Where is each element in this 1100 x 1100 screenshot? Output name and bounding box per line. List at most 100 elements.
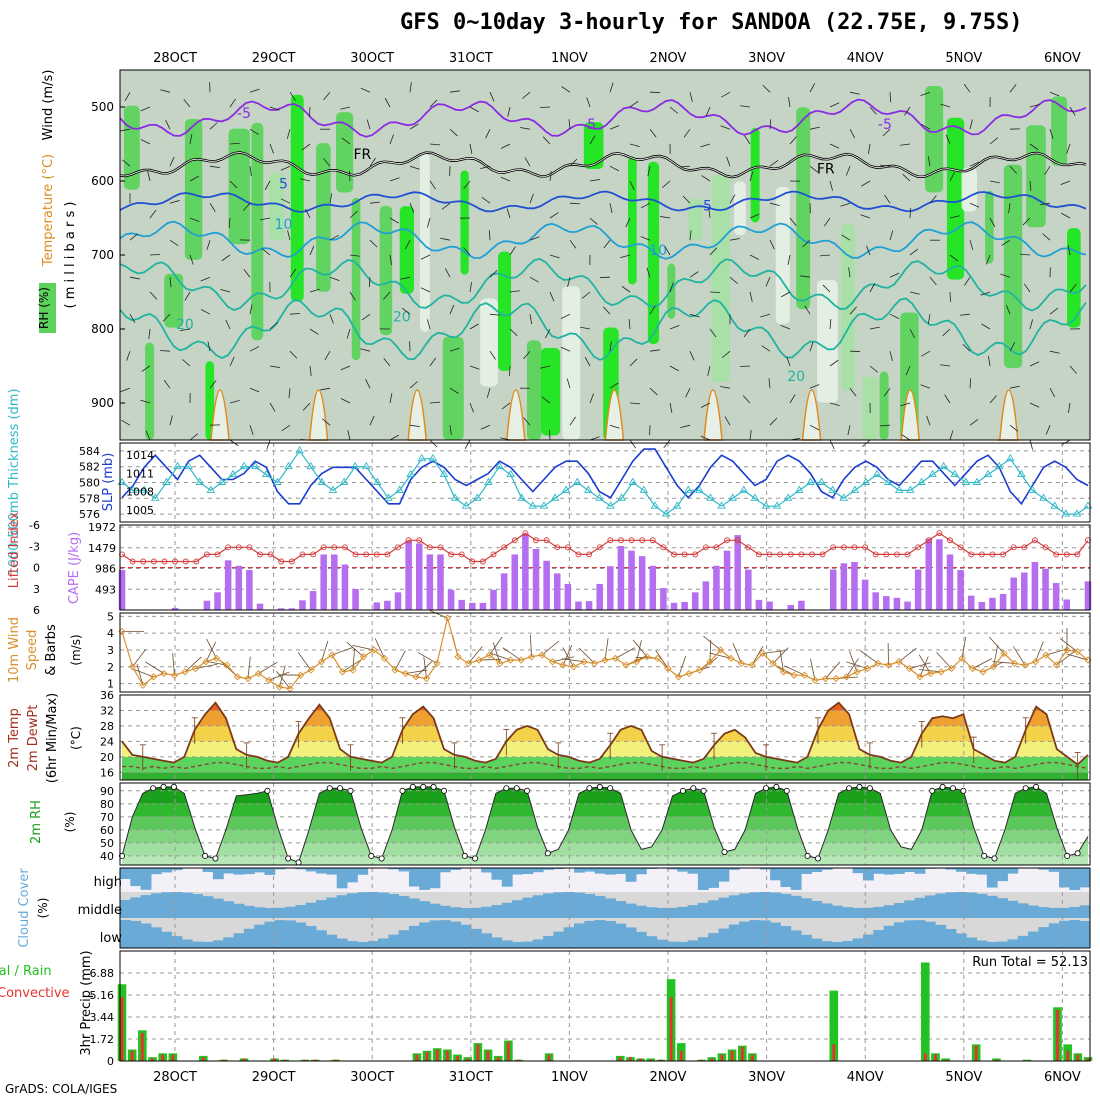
rh-band — [122, 786, 1088, 791]
thickness-point — [1017, 469, 1026, 478]
y-tick-label-rh: 40 — [100, 850, 114, 863]
wind-barb — [389, 134, 394, 145]
wind-barb — [420, 287, 431, 293]
cloud-high-bar — [1069, 868, 1081, 890]
wind-speed-point — [653, 654, 662, 663]
wind-barb — [349, 170, 351, 182]
wind-barb — [269, 402, 276, 412]
wind-barb — [901, 434, 911, 441]
x-tick-label-top: 31OCT — [449, 51, 493, 66]
surface-warm-contour — [604, 389, 625, 441]
wind-barb — [589, 436, 600, 441]
wind-barb — [829, 359, 839, 367]
li-point — [1074, 551, 1081, 558]
wind-barb-10m — [145, 661, 165, 674]
li-point — [310, 551, 317, 558]
wind-barb — [404, 240, 411, 250]
wind-speed-point — [170, 671, 179, 679]
precip-convective-bar — [140, 1032, 144, 1061]
wind-barb — [683, 128, 691, 138]
cape-bar — [564, 583, 572, 610]
wind-barb — [1005, 304, 1011, 315]
cloud-low-bar — [646, 936, 658, 948]
precip-convective-bar — [273, 1058, 276, 1061]
wind-speed-point — [916, 673, 924, 681]
chart-title: GFS 0~10day 3-hourly for SANDOA (22.75E,… — [400, 10, 1023, 35]
cape-bar — [755, 599, 763, 610]
y-tick-label-cape: 986 — [95, 563, 116, 576]
wind-barb — [909, 207, 911, 219]
rh-point — [119, 852, 126, 859]
wind-barb — [889, 230, 894, 241]
y-axis-label-cloud: Cloud Cover — [17, 868, 32, 948]
rh-shade-patch — [251, 122, 264, 341]
cloud-middle-bar — [357, 892, 369, 918]
wind-speed-point — [611, 654, 620, 663]
cloud-middle-bar — [130, 897, 142, 918]
rh-shade-patch — [419, 153, 430, 332]
wind-barb — [389, 177, 400, 182]
wind-barb — [1045, 425, 1051, 435]
precip-convective-bar — [313, 1059, 317, 1061]
wind-barb — [289, 350, 298, 359]
wind-barb — [625, 217, 631, 228]
thickness-point — [361, 461, 371, 470]
thickness-point — [473, 493, 482, 501]
wind-barb — [682, 195, 691, 204]
wind-barb — [427, 319, 431, 330]
cape-bar — [861, 579, 869, 610]
precip-convective-bar — [415, 1054, 419, 1061]
surface-warm-contour — [801, 389, 822, 441]
y-axis-label-precip-units: 3hr Precip (mm) — [79, 950, 94, 1055]
cloud-high-bar — [780, 868, 792, 888]
wind-speed-point — [979, 668, 987, 676]
cloud-high-bar — [130, 868, 142, 887]
wind-barb — [685, 388, 691, 398]
li-point — [235, 544, 242, 551]
cloud-low-bar — [625, 927, 637, 948]
y-tick-label-li: 6 — [33, 604, 40, 617]
rh-shade-patch — [775, 186, 790, 325]
wind-barb — [507, 106, 511, 117]
y-tick-label-li: 3 — [33, 583, 40, 596]
wind-barb — [384, 98, 391, 108]
wind-barb — [169, 415, 173, 426]
wind-speed-point — [401, 669, 410, 678]
wind-barb-10m — [529, 634, 532, 657]
y-axis-label-thickness: 1000-500mb Thickness (dm) — [7, 388, 22, 575]
thickness-point — [273, 477, 282, 485]
wind-barb — [1009, 385, 1020, 389]
cloud-low-bar — [563, 927, 575, 948]
wind-barb — [1060, 180, 1071, 185]
li-point — [1063, 551, 1070, 558]
cloud-low-bar — [326, 934, 338, 948]
wind-speed-point — [1031, 658, 1040, 666]
wind-speed-point — [632, 658, 641, 666]
precip-convective-bar — [974, 1045, 978, 1061]
rh-point — [763, 785, 770, 792]
cloud-low-bar — [1048, 923, 1060, 948]
cloud-row-label-low: low — [100, 931, 123, 946]
wind-barb — [649, 387, 658, 396]
cape-bar — [617, 546, 625, 610]
wind-barb — [189, 433, 199, 441]
wind-barb — [440, 237, 451, 241]
x-tick-label-bottom: 3NOV — [748, 1070, 785, 1085]
wind-barb — [849, 129, 856, 139]
thickness-point — [406, 469, 415, 478]
wind-barb — [909, 248, 919, 256]
rh-shade-patch — [879, 371, 889, 440]
wind-barb — [481, 196, 491, 204]
cloud-high-bar — [316, 868, 327, 874]
rh-point — [409, 783, 416, 790]
wind-barb — [669, 106, 679, 114]
wind-speed-point — [527, 653, 536, 661]
wind-barb — [409, 381, 418, 389]
wind-speed-point — [863, 664, 872, 673]
y-tick-label-thickness: 584 — [79, 445, 100, 458]
wind-barb-10m — [478, 658, 502, 661]
wind-barb — [183, 98, 191, 108]
cape-bar — [904, 601, 911, 610]
li-point — [1031, 537, 1038, 544]
wind-barb — [561, 86, 571, 93]
